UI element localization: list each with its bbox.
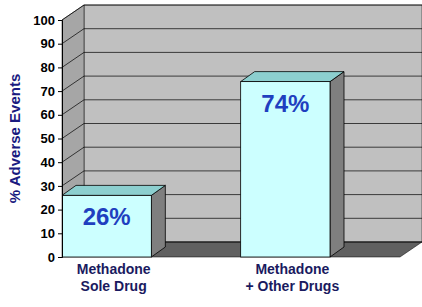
tick-mark (58, 186, 62, 187)
category-label: MethadoneSole Drug (77, 261, 151, 294)
grid (62, 5, 422, 257)
tick: 70 (41, 84, 62, 99)
tick-label: 20 (41, 202, 55, 217)
bar-top (241, 72, 344, 82)
tick-mark (58, 67, 62, 68)
tick-mark (58, 257, 62, 258)
tick: 90 (41, 36, 62, 51)
tick: 50 (41, 131, 62, 146)
tick: 0 (48, 250, 62, 265)
bar-side (330, 72, 344, 257)
tick-label: 90 (41, 36, 55, 51)
tick-mark (58, 20, 62, 21)
tick-label: 0 (48, 250, 55, 265)
bar-top (62, 185, 165, 195)
tick: 80 (41, 60, 62, 75)
bar (241, 82, 330, 257)
category-label-line: Sole Drug (81, 278, 147, 294)
walls (62, 5, 422, 257)
axis-line (58, 21, 63, 258)
bar-side (151, 185, 165, 257)
y-axis-title: % Adverse Events (6, 74, 23, 204)
category-label-line: Methadone (77, 261, 151, 277)
category-label-line: Methadone (255, 261, 329, 277)
tick-label: 30 (41, 179, 55, 194)
category-label: Methadone+ Other Drugs (245, 261, 339, 294)
y-axis: 0 10 20 30 40 50 60 70 80 90 100 (33, 13, 62, 265)
grid-line (62, 29, 422, 44)
tick: 40 (41, 155, 62, 170)
tick-label: 100 (33, 13, 55, 28)
data-label: 74% (261, 90, 309, 117)
category-label-line: + Other Drugs (245, 278, 339, 294)
bars (62, 72, 344, 257)
tick: 30 (41, 179, 62, 194)
data-label: 26% (83, 203, 131, 230)
tick-mark (58, 139, 62, 140)
grid-line (62, 52, 422, 67)
tick: 100 (33, 13, 62, 28)
tick-mark (58, 233, 62, 234)
tick: 60 (41, 107, 62, 122)
tick-label: 40 (41, 155, 55, 170)
bar-group (241, 72, 344, 257)
tick-label: 70 (41, 84, 55, 99)
tick-label: 50 (41, 131, 55, 146)
tick: 10 (41, 226, 62, 241)
tick: 20 (41, 202, 62, 217)
grid-line (62, 5, 422, 20)
tick-mark (58, 91, 62, 92)
tick-mark (58, 210, 62, 211)
tick-label: 80 (41, 60, 55, 75)
tick-label: 60 (41, 107, 55, 122)
chart: 0 10 20 30 40 50 60 70 80 90 100 % Adverse Events 26… (0, 0, 422, 307)
bar-group (62, 185, 165, 257)
bar (62, 195, 151, 257)
tick-mark (58, 44, 62, 45)
tick-mark (58, 115, 62, 116)
tick-mark (58, 162, 62, 163)
tick-label: 10 (41, 226, 55, 241)
